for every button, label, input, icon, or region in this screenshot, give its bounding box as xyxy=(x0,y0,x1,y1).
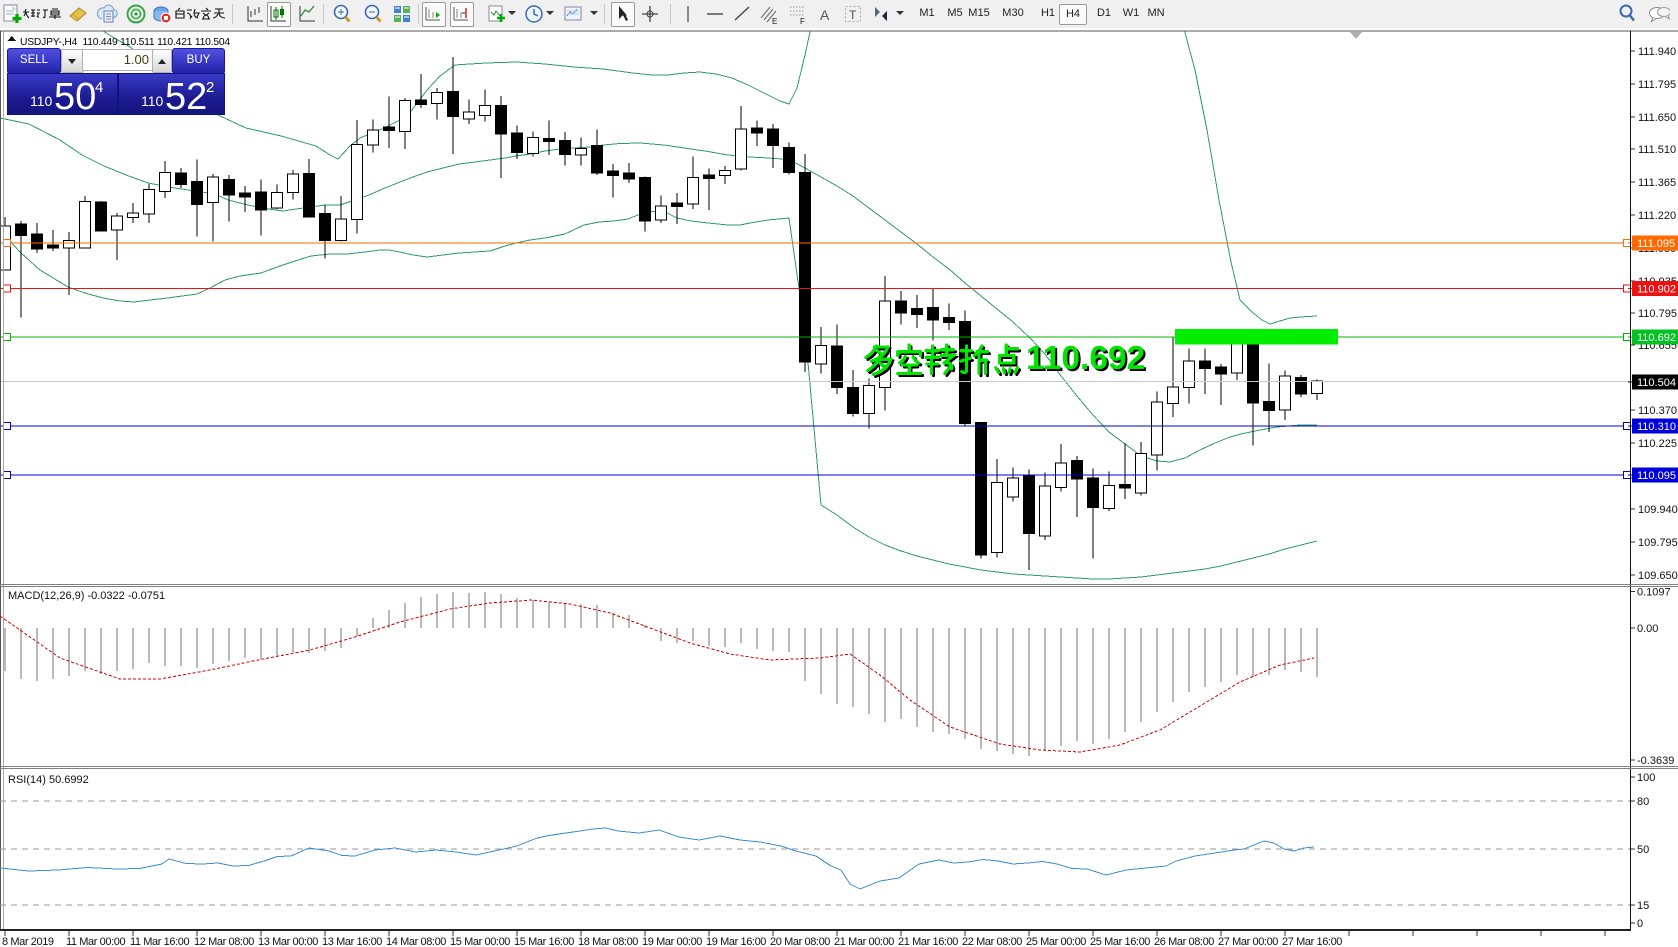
svg-text:109.650: 109.650 xyxy=(1638,570,1678,582)
svg-text:15 Mar 00:00: 15 Mar 00:00 xyxy=(450,936,510,947)
svg-text:111.510: 111.510 xyxy=(1638,144,1676,156)
svg-text:12 Mar 08:00: 12 Mar 08:00 xyxy=(194,936,254,947)
svg-text:MACD(12,26,9) -0.0322 -0.0751: MACD(12,26,9) -0.0322 -0.0751 xyxy=(8,590,165,602)
svg-text:E: E xyxy=(772,17,777,25)
svg-text:0.00: 0.00 xyxy=(1637,623,1658,635)
svg-text:111.650: 111.650 xyxy=(1638,112,1676,124)
svg-text:13 Mar 16:00: 13 Mar 16:00 xyxy=(322,936,382,947)
svg-text:100: 100 xyxy=(1637,772,1655,784)
svg-text:110.692: 110.692 xyxy=(1637,332,1676,344)
svg-text:109.940: 109.940 xyxy=(1638,504,1678,516)
svg-text:27 Mar 16:00: 27 Mar 16:00 xyxy=(1282,936,1342,947)
svg-text:21 Mar 00:00: 21 Mar 00:00 xyxy=(834,936,894,947)
svg-text:14 Mar 08:00: 14 Mar 08:00 xyxy=(386,936,446,947)
svg-text:8 Mar 2019: 8 Mar 2019 xyxy=(2,936,54,947)
svg-text:50: 50 xyxy=(1637,844,1649,856)
svg-text:111.940: 111.940 xyxy=(1638,46,1676,58)
svg-text:110.095: 110.095 xyxy=(1637,470,1676,482)
svg-text:110.370: 110.370 xyxy=(1638,405,1677,417)
svg-text:4: 4 xyxy=(95,79,103,96)
svg-text:25 Mar 16:00: 25 Mar 16:00 xyxy=(1090,936,1150,947)
svg-text:27 Mar 00:00: 27 Mar 00:00 xyxy=(1218,936,1278,947)
svg-text:20 Mar 08:00: 20 Mar 08:00 xyxy=(770,936,830,947)
svg-text:110.692: 110.692 xyxy=(1028,342,1147,379)
svg-text:15: 15 xyxy=(1637,900,1649,912)
svg-text:0: 0 xyxy=(1637,918,1643,930)
svg-text:-0.3639: -0.3639 xyxy=(1637,755,1674,767)
svg-text:A: A xyxy=(820,7,830,23)
svg-text:T: T xyxy=(849,8,857,22)
svg-text:110.902: 110.902 xyxy=(1637,284,1676,296)
svg-text:110.692: 110.692 xyxy=(1026,340,1145,377)
svg-text:110.795: 110.795 xyxy=(1638,308,1677,320)
svg-text:80: 80 xyxy=(1637,796,1649,808)
svg-text:15 Mar 16:00: 15 Mar 16:00 xyxy=(514,936,574,947)
svg-text:18 Mar 08:00: 18 Mar 08:00 xyxy=(578,936,638,947)
svg-text:52: 52 xyxy=(165,76,207,114)
svg-text:50: 50 xyxy=(54,76,96,114)
svg-text:110.504: 110.504 xyxy=(1637,377,1676,389)
svg-text:110: 110 xyxy=(30,93,53,109)
svg-text:RSI(14) 50.6992: RSI(14) 50.6992 xyxy=(8,774,89,786)
svg-text:110.310: 110.310 xyxy=(1637,421,1676,433)
svg-text:2: 2 xyxy=(206,79,214,96)
svg-text:110: 110 xyxy=(141,93,164,109)
svg-text:11 Mar 00:00: 11 Mar 00:00 xyxy=(66,936,125,947)
svg-text:19 Mar 16:00: 19 Mar 16:00 xyxy=(706,936,766,947)
svg-text:F: F xyxy=(800,17,805,25)
svg-text:22 Mar 08:00: 22 Mar 08:00 xyxy=(962,936,1022,947)
svg-text:0.1097: 0.1097 xyxy=(1637,587,1671,599)
svg-text:13 Mar 00:00: 13 Mar 00:00 xyxy=(258,936,318,947)
svg-text:19 Mar 00:00: 19 Mar 00:00 xyxy=(642,936,702,947)
svg-text:25 Mar 00:00: 25 Mar 00:00 xyxy=(1026,936,1086,947)
svg-text:110.225: 110.225 xyxy=(1638,438,1677,450)
svg-text:26 Mar 08:00: 26 Mar 08:00 xyxy=(1154,936,1214,947)
svg-text:111.095: 111.095 xyxy=(1637,238,1675,250)
svg-text:11 Mar 16:00: 11 Mar 16:00 xyxy=(130,936,189,947)
svg-text:21 Mar 16:00: 21 Mar 16:00 xyxy=(898,936,958,947)
svg-text:USDJPY-,H4 110.449 110.511 11: USDJPY-,H4 110.449 110.511 110.421 110.5… xyxy=(20,37,230,48)
svg-text:111.795: 111.795 xyxy=(1638,79,1676,91)
svg-text:111.365: 111.365 xyxy=(1638,177,1676,189)
svg-text:109.795: 109.795 xyxy=(1638,537,1678,549)
svg-text:111.220: 111.220 xyxy=(1638,210,1676,222)
